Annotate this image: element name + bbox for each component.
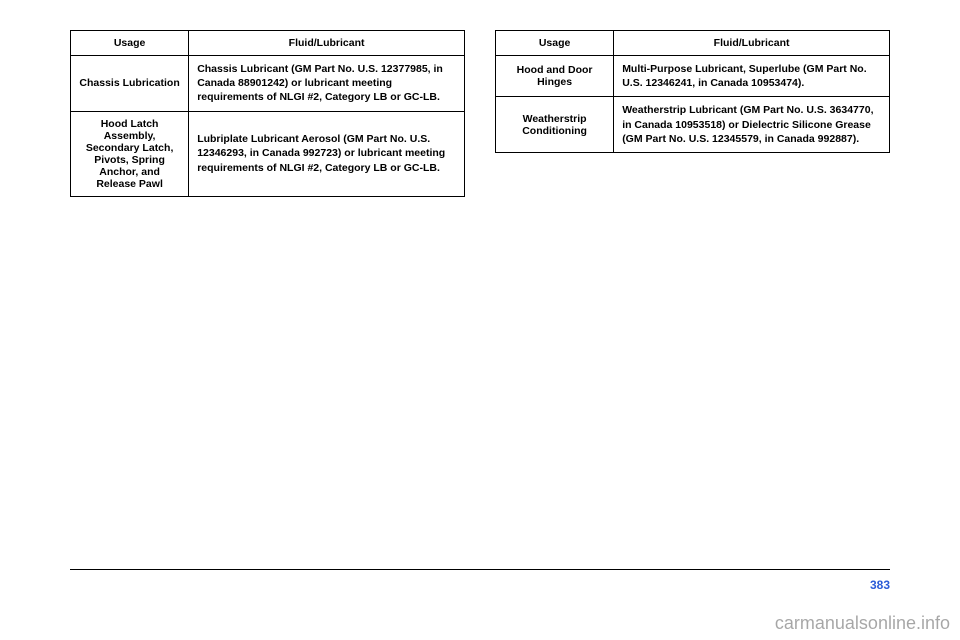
header-fluid: Fluid/Lubricant — [189, 31, 465, 56]
cell-fluid: Lubriplate Lubricant Aerosol (GM Part No… — [189, 111, 465, 196]
right-column: Usage Fluid/Lubricant Hood and Door Hing… — [495, 30, 890, 197]
table-row: Hood and Door Hinges Multi-Purpose Lubri… — [496, 56, 890, 97]
right-table: Usage Fluid/Lubricant Hood and Door Hing… — [495, 30, 890, 153]
footer-divider — [70, 569, 890, 570]
cell-usage: Chassis Lubrication — [71, 56, 189, 112]
watermark-text: carmanualsonline.info — [775, 613, 950, 634]
cell-usage: Hood and Door Hinges — [496, 56, 614, 97]
page-number: 383 — [870, 578, 890, 592]
header-usage: Usage — [496, 31, 614, 56]
table-row: Chassis Lubrication Chassis Lubricant (G… — [71, 56, 465, 112]
cell-usage: Hood Latch Assembly, Secondary Latch, Pi… — [71, 111, 189, 196]
cell-fluid: Chassis Lubricant (GM Part No. U.S. 1237… — [189, 56, 465, 112]
table-row: Weatherstrip Conditioning Weatherstrip L… — [496, 97, 890, 153]
cell-fluid: Weatherstrip Lubricant (GM Part No. U.S.… — [614, 97, 890, 153]
header-fluid: Fluid/Lubricant — [614, 31, 890, 56]
page-content: Usage Fluid/Lubricant Chassis Lubricatio… — [0, 0, 960, 197]
header-usage: Usage — [71, 31, 189, 56]
table-row: Hood Latch Assembly, Secondary Latch, Pi… — [71, 111, 465, 196]
table-header-row: Usage Fluid/Lubricant — [71, 31, 465, 56]
table-header-row: Usage Fluid/Lubricant — [496, 31, 890, 56]
cell-usage: Weatherstrip Conditioning — [496, 97, 614, 153]
left-column: Usage Fluid/Lubricant Chassis Lubricatio… — [70, 30, 465, 197]
cell-fluid: Multi-Purpose Lubricant, Superlube (GM P… — [614, 56, 890, 97]
left-table: Usage Fluid/Lubricant Chassis Lubricatio… — [70, 30, 465, 197]
